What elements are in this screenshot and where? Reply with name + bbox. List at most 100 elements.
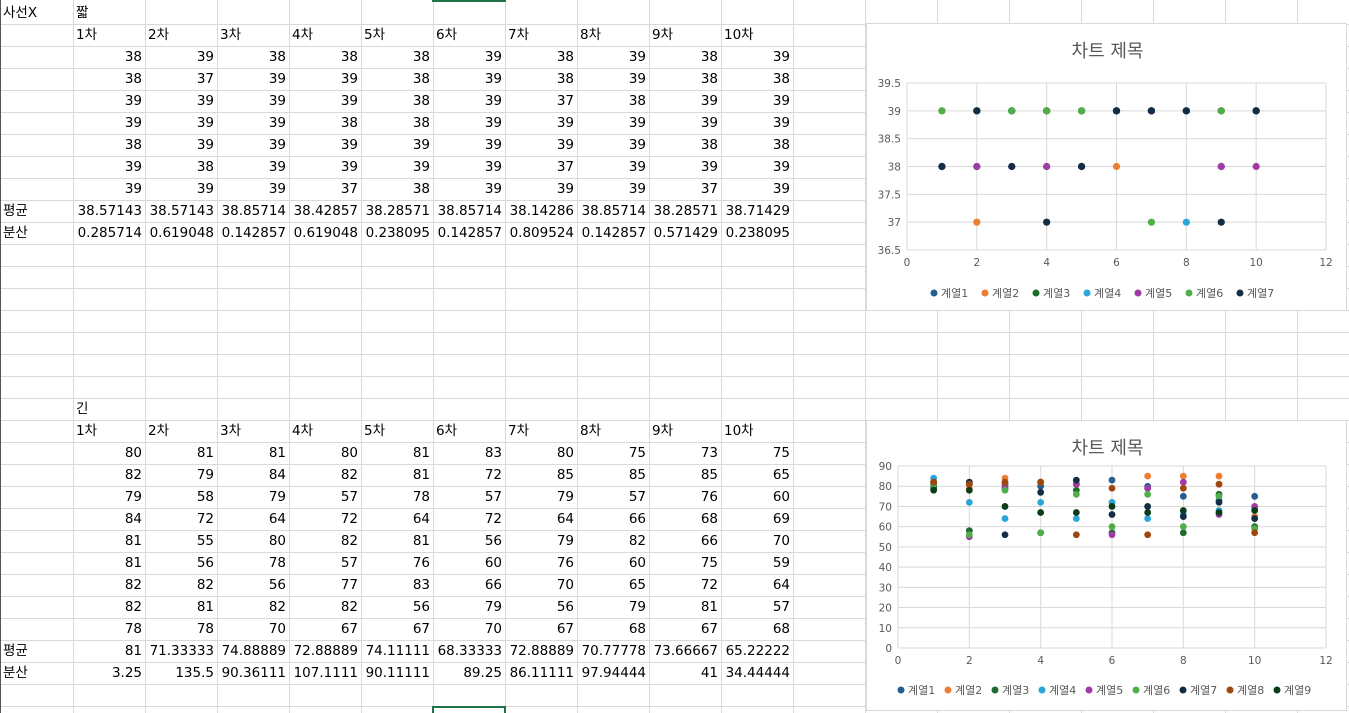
cell-r9-c0[interactable]: 평균 xyxy=(3,203,28,219)
cell-r28-c2[interactable]: 78 xyxy=(196,621,214,637)
cell-r26-c8[interactable]: 65 xyxy=(628,577,646,593)
data-point-계열9[interactable] xyxy=(1251,507,1259,514)
legend-item[interactable]: 계열7 xyxy=(1236,287,1275,300)
cell-r4-c9[interactable]: 39 xyxy=(700,93,718,109)
cell-r22-c4[interactable]: 57 xyxy=(340,489,358,505)
cell-r4-c1[interactable]: 39 xyxy=(124,93,142,109)
cell-r1-c5[interactable]: 5차 xyxy=(364,27,386,43)
cell-r27-c10[interactable]: 57 xyxy=(772,599,790,615)
cell-r2-c7[interactable]: 38 xyxy=(556,49,574,65)
cell-r5-c2[interactable]: 39 xyxy=(196,115,214,131)
cell-r1-c3[interactable]: 3차 xyxy=(220,27,242,43)
cell-r27-c7[interactable]: 56 xyxy=(556,599,574,615)
cell-r9-c7[interactable]: 38.14286 xyxy=(509,203,574,219)
cell-r5-c5[interactable]: 38 xyxy=(412,115,430,131)
data-point-계열7[interactable] xyxy=(1008,162,1016,171)
cell-r4-c5[interactable]: 38 xyxy=(412,93,430,109)
data-point-계열1[interactable] xyxy=(1179,492,1187,500)
cell-r21-c4[interactable]: 82 xyxy=(340,467,358,483)
cell-r29-c0[interactable]: 평균 xyxy=(3,643,28,659)
cell-r22-c10[interactable]: 60 xyxy=(772,489,790,505)
cell-r1-c1[interactable]: 1차 xyxy=(76,27,98,43)
cell-r23-c1[interactable]: 84 xyxy=(124,511,142,527)
cell-r8-c6[interactable]: 39 xyxy=(484,181,502,197)
cell-r8-c3[interactable]: 39 xyxy=(268,181,286,197)
data-point-계열7[interactable] xyxy=(1215,499,1223,506)
cell-r6-c6[interactable]: 39 xyxy=(484,137,502,153)
cell-r0-c1[interactable]: 짧 xyxy=(76,5,89,21)
cell-r29-c2[interactable]: 71.33333 xyxy=(149,643,214,659)
cell-r24-c5[interactable]: 81 xyxy=(412,533,430,549)
cell-r6-c1[interactable]: 38 xyxy=(124,137,142,153)
cell-r21-c6[interactable]: 72 xyxy=(484,467,502,483)
legend-item[interactable]: 계열4 xyxy=(1083,287,1122,300)
cell-r28-c4[interactable]: 67 xyxy=(340,621,358,637)
cell-r19-c9[interactable]: 9차 xyxy=(652,423,674,439)
cell-r28-c10[interactable]: 68 xyxy=(772,621,790,637)
cell-r6-c3[interactable]: 39 xyxy=(268,137,286,153)
cell-r23-c8[interactable]: 66 xyxy=(628,511,646,527)
cell-r24-c4[interactable]: 82 xyxy=(340,533,358,549)
cell-r30-c10[interactable]: 34.44444 xyxy=(725,665,790,681)
cell-r2-c9[interactable]: 38 xyxy=(700,49,718,65)
cell-r21-c9[interactable]: 85 xyxy=(700,467,718,483)
cell-r4-c7[interactable]: 37 xyxy=(556,93,574,109)
cell-r25-c8[interactable]: 60 xyxy=(628,555,646,571)
data-point-계열6[interactable] xyxy=(938,107,946,115)
cell-r8-c5[interactable]: 38 xyxy=(412,181,430,197)
cell-r2-c8[interactable]: 39 xyxy=(628,49,646,65)
data-point-계열2[interactable] xyxy=(1179,472,1187,480)
legend-item[interactable]: 계열3 xyxy=(991,684,1030,697)
data-point-계열8[interactable] xyxy=(1144,531,1152,539)
cell-r27-c1[interactable]: 82 xyxy=(124,599,142,615)
cell-r28-c8[interactable]: 68 xyxy=(628,621,646,637)
cell-r30-c3[interactable]: 90.36111 xyxy=(221,665,286,681)
legend-item[interactable]: 계열2 xyxy=(944,684,983,697)
cell-r20-c1[interactable]: 80 xyxy=(124,445,142,461)
cell-r29-c5[interactable]: 74.11111 xyxy=(365,643,430,659)
cell-r27-c8[interactable]: 79 xyxy=(628,599,646,615)
cell-r10-c5[interactable]: 0.238095 xyxy=(365,225,430,241)
data-point-계열2[interactable] xyxy=(973,218,981,226)
data-point-계열7[interactable] xyxy=(1144,503,1152,510)
data-point-계열6[interactable] xyxy=(1144,490,1152,498)
cell-r7-c10[interactable]: 39 xyxy=(772,159,790,175)
cell-r20-c5[interactable]: 81 xyxy=(412,445,430,461)
data-point-계열7[interactable] xyxy=(1147,107,1156,115)
data-point-계열5[interactable] xyxy=(1179,478,1187,486)
cell-r21-c10[interactable]: 65 xyxy=(772,467,790,483)
cell-r30-c7[interactable]: 86.11111 xyxy=(509,665,574,681)
data-point-계열4[interactable] xyxy=(1001,515,1009,522)
chart-title[interactable]: 차트 제목 xyxy=(1072,41,1144,62)
cell-r6-c10[interactable]: 38 xyxy=(772,137,790,153)
data-point-계열6[interactable] xyxy=(1072,490,1080,498)
cell-r22-c9[interactable]: 76 xyxy=(700,489,718,505)
legend-item[interactable]: 계열6 xyxy=(1185,287,1224,300)
cell-r23-c4[interactable]: 72 xyxy=(340,511,358,527)
cell-r28-c1[interactable]: 78 xyxy=(124,621,142,637)
cell-r3-c6[interactable]: 39 xyxy=(484,71,502,87)
cell-r23-c9[interactable]: 68 xyxy=(700,511,718,527)
data-point-계열8[interactable] xyxy=(965,480,973,488)
cell-r8-c4[interactable]: 37 xyxy=(340,181,358,197)
data-point-계열7[interactable] xyxy=(1217,218,1225,226)
cell-r3-c9[interactable]: 38 xyxy=(700,71,718,87)
cell-r5-c6[interactable]: 39 xyxy=(484,115,502,131)
cell-r24-c1[interactable]: 81 xyxy=(124,533,142,549)
cell-r3-c2[interactable]: 37 xyxy=(196,71,214,87)
cell-r1-c2[interactable]: 2차 xyxy=(148,27,170,43)
cell-r9-c2[interactable]: 38.57143 xyxy=(149,203,214,219)
data-point-계열7[interactable] xyxy=(1072,476,1080,484)
cell-r6-c5[interactable]: 39 xyxy=(412,137,430,153)
cell-r20-c6[interactable]: 83 xyxy=(484,445,502,461)
cell-r24-c7[interactable]: 79 xyxy=(556,533,574,549)
data-point-계열9[interactable] xyxy=(965,486,973,494)
cell-r27-c9[interactable]: 81 xyxy=(700,599,718,615)
data-point-계열1[interactable] xyxy=(1251,492,1259,500)
cell-r8-c10[interactable]: 39 xyxy=(772,181,790,197)
cell-r26-c5[interactable]: 83 xyxy=(412,577,430,593)
cell-r21-c3[interactable]: 84 xyxy=(268,467,286,483)
cell-r26-c10[interactable]: 64 xyxy=(772,577,790,593)
cell-r10-c8[interactable]: 0.142857 xyxy=(581,225,646,241)
cell-r25-c9[interactable]: 75 xyxy=(700,555,718,571)
